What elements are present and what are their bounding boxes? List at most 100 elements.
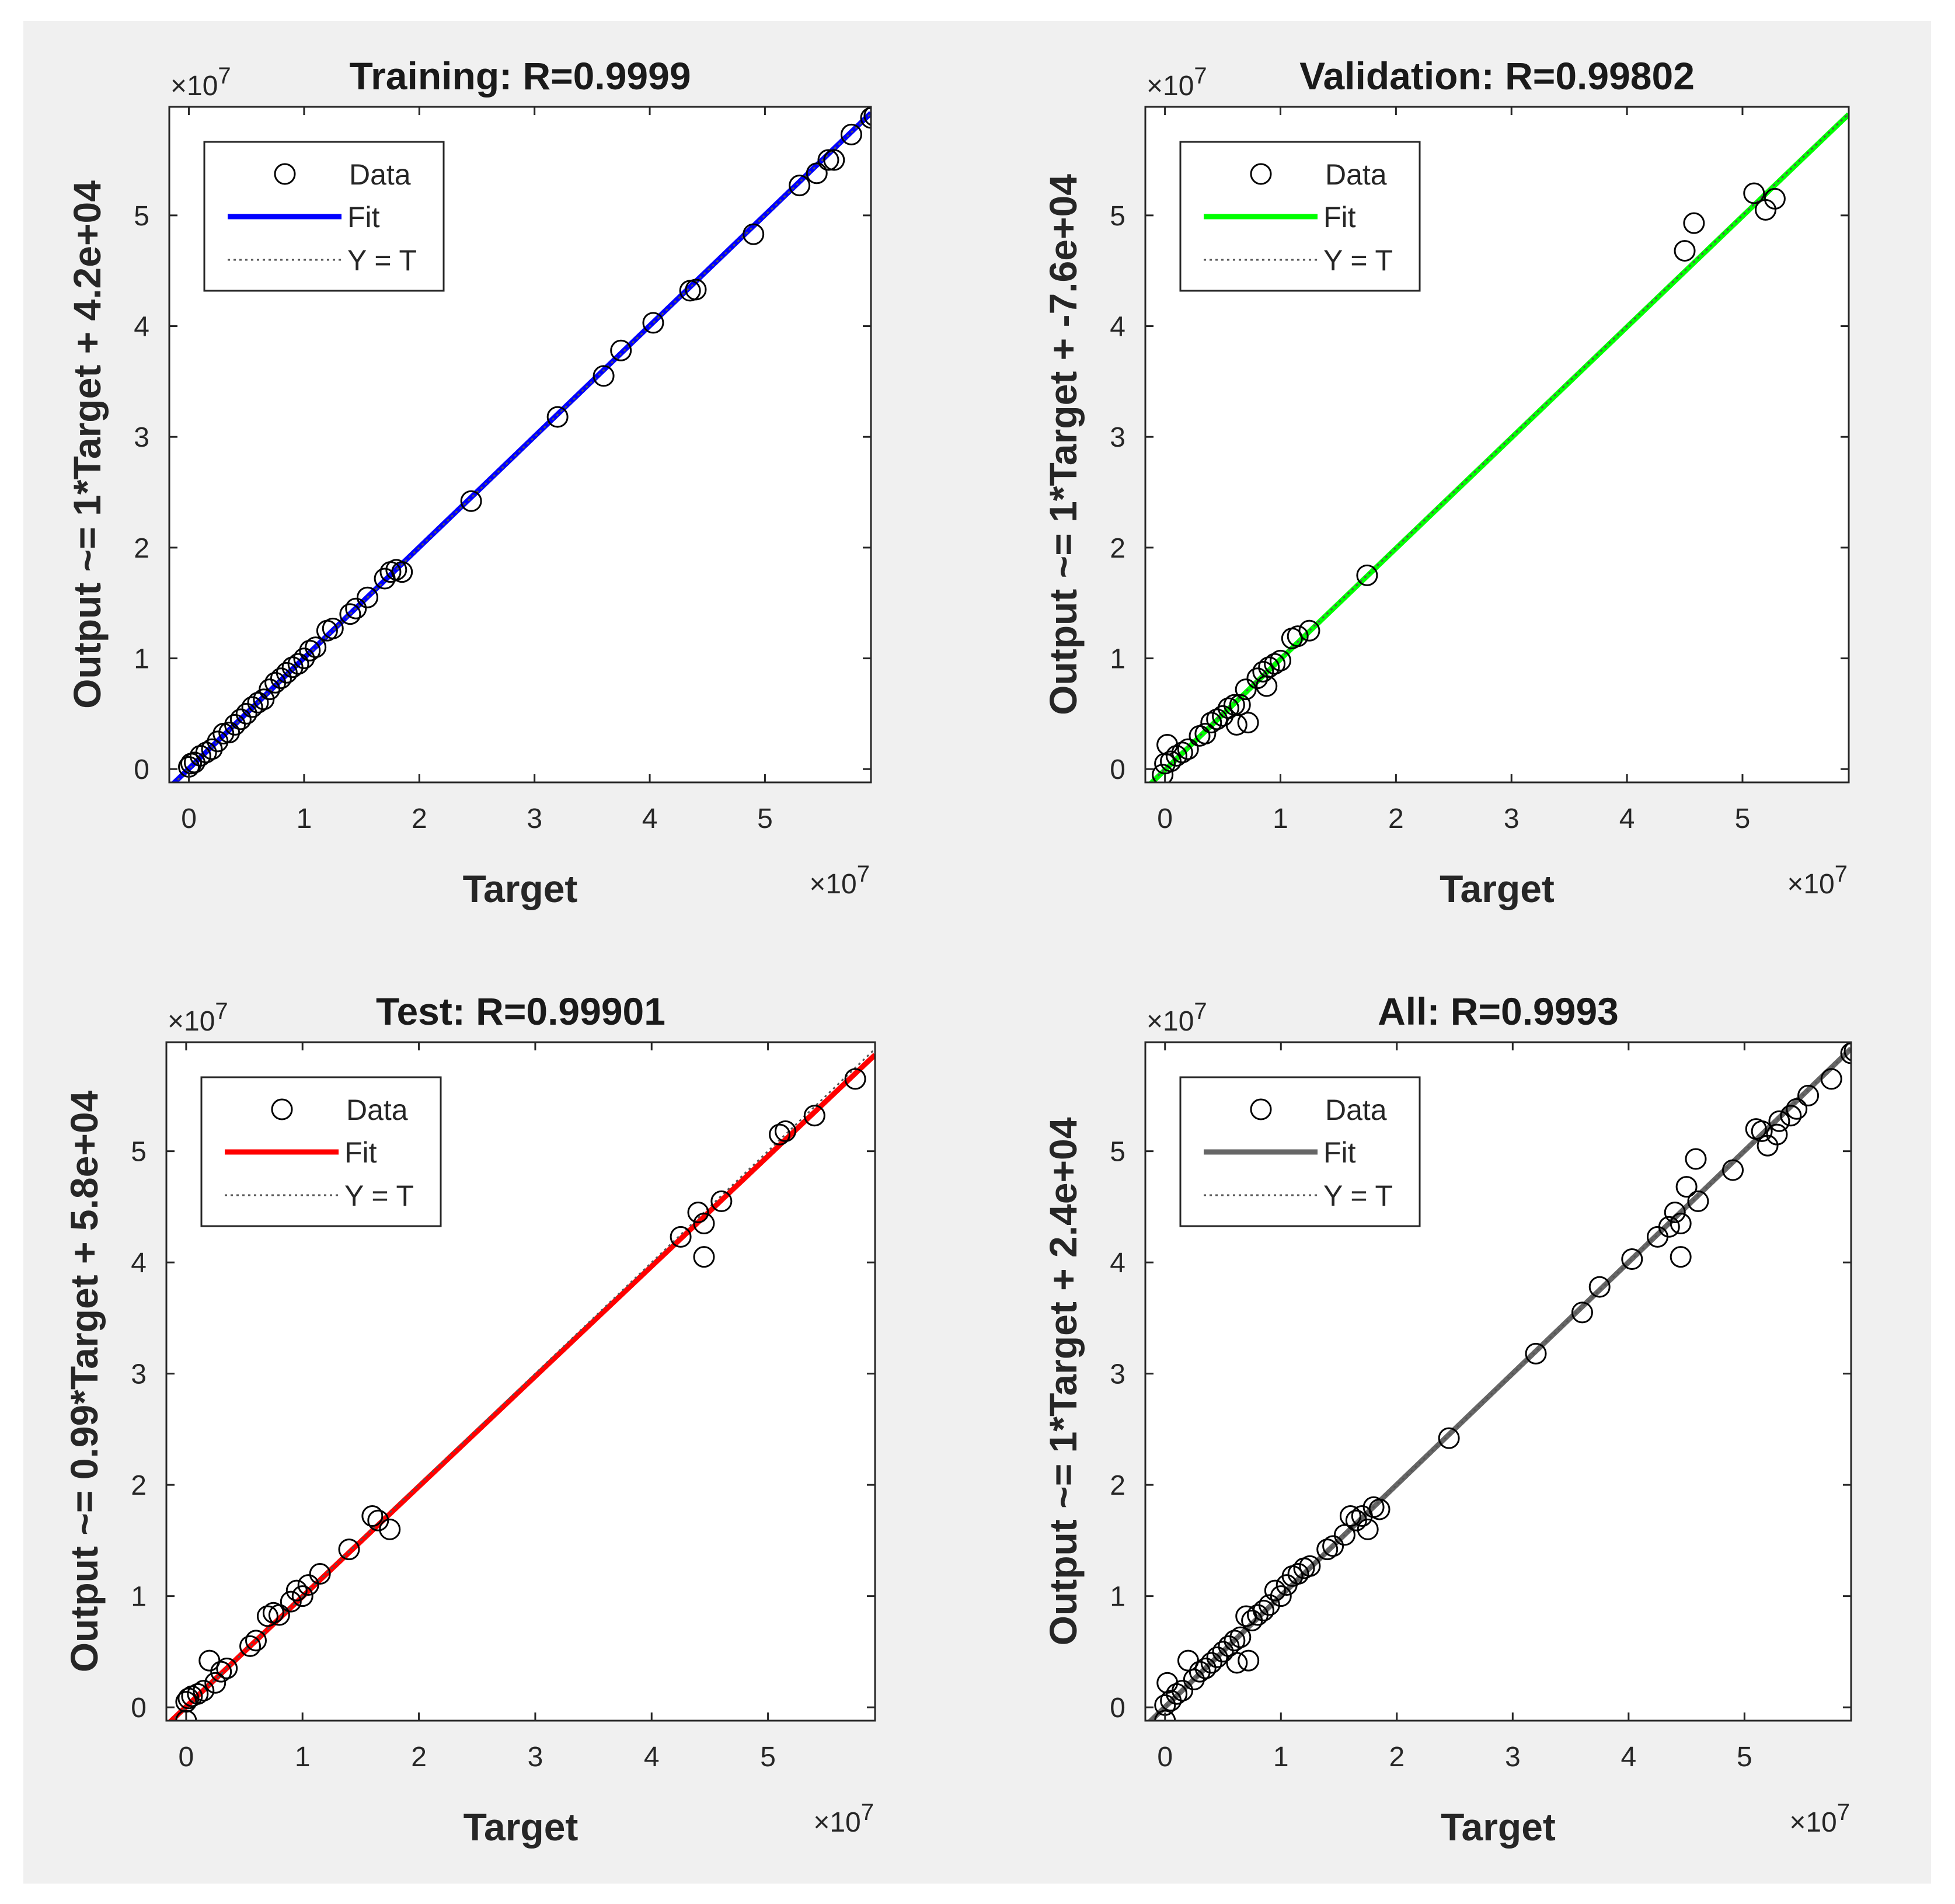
plot-contents <box>1148 112 1849 782</box>
y-tick-label: 5 <box>131 1137 147 1168</box>
x-exponent-power: 7 <box>861 1799 874 1825</box>
data-point <box>1287 1563 1309 1585</box>
data-point <box>195 742 217 764</box>
data-point <box>1356 564 1378 586</box>
y-tick-label: 5 <box>1110 1137 1125 1168</box>
data-point <box>806 162 828 185</box>
data-point <box>1764 187 1786 210</box>
data-point <box>207 730 229 753</box>
x-exponent-label: ×107 <box>813 1799 874 1838</box>
data-point <box>339 603 361 625</box>
x-tick-label: 5 <box>1735 803 1751 834</box>
data-point <box>693 1246 715 1268</box>
data-point <box>1160 750 1182 772</box>
data-point <box>1226 1652 1248 1674</box>
x-tick-label: 3 <box>528 1742 543 1773</box>
data-point <box>1252 1599 1274 1621</box>
data-point <box>1154 1710 1176 1721</box>
data-point <box>270 667 292 690</box>
y-tick-label: 0 <box>134 754 149 785</box>
data-point <box>245 1630 267 1652</box>
x-exponent-base: ×10 <box>813 1807 860 1838</box>
data-point <box>1258 656 1280 678</box>
y-tick-label: 2 <box>131 1470 147 1501</box>
axes-box <box>165 1041 876 1722</box>
data-point <box>198 1649 221 1672</box>
data-point <box>1200 712 1222 734</box>
y-tick-label: 2 <box>134 533 149 564</box>
axes-box <box>1144 1041 1852 1722</box>
data-point <box>1588 1276 1611 1298</box>
data-point <box>693 1213 715 1235</box>
data-point <box>1165 744 1187 767</box>
data-point <box>210 1661 232 1683</box>
axes-box <box>168 106 872 784</box>
data-point <box>789 175 811 197</box>
x-tick-label: 4 <box>1621 1742 1636 1773</box>
chart-title: Test: R=0.99901 <box>376 990 665 1033</box>
data-point <box>1621 1248 1643 1270</box>
data-point <box>1212 1641 1234 1663</box>
legend-label-data: Data <box>349 158 411 191</box>
legend: Data Fit Y = T <box>1179 1076 1421 1227</box>
data-point <box>1786 1098 1808 1120</box>
data-point <box>1766 1123 1788 1146</box>
data-point <box>1345 1509 1367 1531</box>
y-exponent-power: 7 <box>215 998 228 1024</box>
y-tick-label: 3 <box>1110 1359 1125 1390</box>
legend-label-identity: Y = T <box>347 244 417 277</box>
plot-contents <box>170 107 871 782</box>
legend-label-identity: Y = T <box>1323 1179 1393 1212</box>
data-point <box>216 1657 238 1679</box>
y-exponent-label: ×107 <box>1146 998 1207 1037</box>
y-tick-label: 3 <box>134 422 149 453</box>
x-tick-label: 0 <box>181 803 197 834</box>
data-point <box>1171 742 1193 764</box>
data-point <box>1670 1246 1692 1268</box>
data-point <box>201 738 223 760</box>
data-point <box>309 1563 331 1585</box>
y-exponent-base: ×10 <box>1146 1006 1194 1037</box>
y-exponent-base: ×10 <box>170 71 218 102</box>
data-point <box>1206 708 1228 730</box>
y-axis-label: Output ~= 1*Target + 4.2e+04 <box>65 180 109 709</box>
data-point <box>1687 1190 1709 1212</box>
data-point <box>287 653 309 675</box>
data-point <box>189 744 211 767</box>
chart-panel-3: 0 1 2 3 4 5 0 1 2 3 4 5 Test: R=0.99901 Target Output … <box>62 990 876 1849</box>
identity-line <box>1149 113 1849 782</box>
data-point <box>1264 1579 1286 1602</box>
data-point <box>863 107 871 126</box>
data-point <box>1743 182 1765 204</box>
legend-label-data: Data <box>1325 1094 1387 1126</box>
data-point <box>204 1672 226 1694</box>
x-tick-label: 0 <box>1157 1742 1173 1773</box>
data-point <box>1258 1594 1280 1616</box>
data-point <box>291 1585 313 1607</box>
data-point <box>281 656 304 678</box>
y-tick-label: 4 <box>134 312 149 343</box>
data-point <box>1194 723 1217 745</box>
y-exponent-base: ×10 <box>1146 71 1194 102</box>
y-tick-label: 1 <box>1110 644 1125 675</box>
fit-line <box>168 1053 875 1721</box>
data-point <box>345 597 367 619</box>
data-point <box>276 662 298 684</box>
data-point <box>775 1120 797 1142</box>
data-point <box>1525 1342 1547 1365</box>
chart-title: Validation: R=0.99802 <box>1299 54 1695 98</box>
data-point <box>1670 1213 1692 1235</box>
legend-label-data: Data <box>1325 158 1387 191</box>
x-tick-label: 5 <box>760 1742 776 1773</box>
data-point <box>367 1509 389 1531</box>
y-tick-label: 1 <box>1110 1582 1125 1613</box>
data-point <box>610 339 632 361</box>
x-tick-label: 2 <box>1389 1742 1405 1773</box>
data-point <box>1189 1661 1211 1683</box>
data-point <box>642 312 664 334</box>
x-exponent-power: 7 <box>857 861 870 887</box>
data-point <box>1840 1042 1851 1064</box>
y-tick-label: 5 <box>134 201 149 232</box>
data-point <box>256 1605 278 1627</box>
y-tick-label: 2 <box>1110 533 1125 564</box>
